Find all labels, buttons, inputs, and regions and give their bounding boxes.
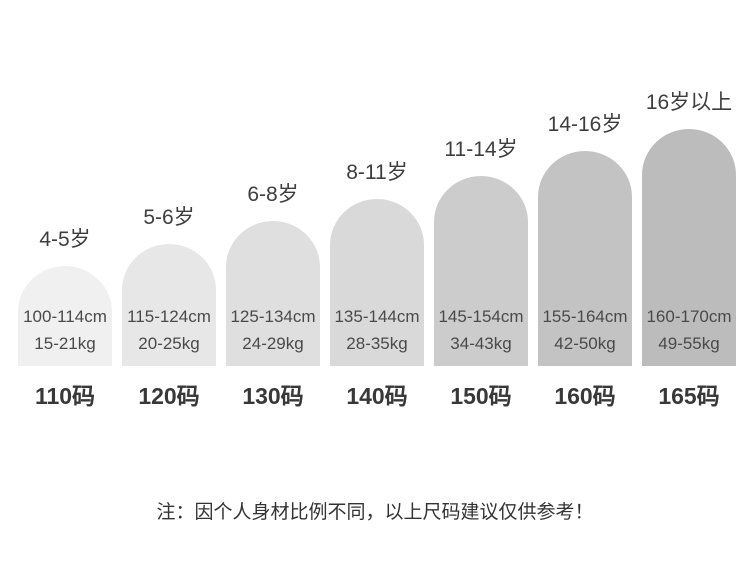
size-column: 4-5岁 100-114cm 15-21kg 110码 bbox=[18, 226, 112, 411]
disclaimer-note: 注：因个人身材比例不同，以上尺码建议仅供参考！ bbox=[156, 502, 594, 523]
size-bar: 145-154cm 34-43kg bbox=[434, 176, 528, 366]
weight-range: 24-29kg bbox=[242, 334, 304, 353]
age-label: 5-6岁 bbox=[143, 206, 195, 229]
size-bar: 115-124cm 20-25kg bbox=[122, 244, 216, 366]
height-range: 145-154cm bbox=[438, 307, 524, 326]
size-code-label: 165码 bbox=[658, 383, 720, 409]
size-bar: 100-114cm 15-21kg bbox=[18, 266, 112, 366]
height-range: 160-170cm bbox=[646, 307, 732, 326]
height-range: 115-124cm bbox=[127, 307, 211, 326]
height-range: 125-134cm bbox=[230, 307, 316, 326]
weight-range: 15-21kg bbox=[34, 334, 96, 353]
height-range: 155-164cm bbox=[542, 307, 628, 326]
weight-range: 49-55kg bbox=[658, 334, 720, 353]
size-code-label: 160码 bbox=[554, 383, 616, 409]
size-code-label: 130码 bbox=[242, 383, 304, 409]
size-code-label: 120码 bbox=[138, 383, 200, 409]
size-column: 11-14岁 145-154cm 34-43kg 150码 bbox=[434, 136, 528, 411]
size-column: 8-11岁 135-144cm 28-35kg 140码 bbox=[330, 159, 424, 411]
weight-range: 42-50kg bbox=[554, 334, 616, 353]
age-label: 16岁以上 bbox=[645, 91, 733, 114]
height-range: 135-144cm bbox=[334, 307, 420, 326]
age-label: 6-8岁 bbox=[247, 183, 299, 206]
size-code-label: 110码 bbox=[34, 383, 96, 409]
size-chart: 4-5岁 100-114cm 15-21kg 110码 5-6岁 115-124… bbox=[18, 89, 736, 411]
size-code-label: 140码 bbox=[346, 383, 408, 409]
size-bar: 155-164cm 42-50kg bbox=[538, 151, 632, 366]
size-code-label: 150码 bbox=[450, 383, 512, 409]
age-label: 8-11岁 bbox=[346, 161, 408, 184]
size-bar: 125-134cm 24-29kg bbox=[226, 221, 320, 366]
size-column: 14-16岁 155-164cm 42-50kg 160码 bbox=[538, 111, 632, 411]
size-column: 6-8岁 125-134cm 24-29kg 130码 bbox=[226, 181, 320, 411]
size-column: 16岁以上 160-170cm 49-55kg 165码 bbox=[642, 89, 736, 411]
size-column: 5-6岁 115-124cm 20-25kg 120码 bbox=[122, 204, 216, 411]
age-label: 4-5岁 bbox=[39, 228, 91, 251]
age-label: 11-14岁 bbox=[444, 138, 518, 161]
weight-range: 20-25kg bbox=[138, 334, 200, 353]
height-range: 100-114cm bbox=[23, 307, 107, 326]
size-bar: 135-144cm 28-35kg bbox=[330, 199, 424, 366]
size-bar: 160-170cm 49-55kg bbox=[642, 129, 736, 366]
weight-range: 28-35kg bbox=[346, 334, 408, 353]
age-label: 14-16岁 bbox=[547, 113, 623, 136]
weight-range: 34-43kg bbox=[450, 334, 512, 353]
